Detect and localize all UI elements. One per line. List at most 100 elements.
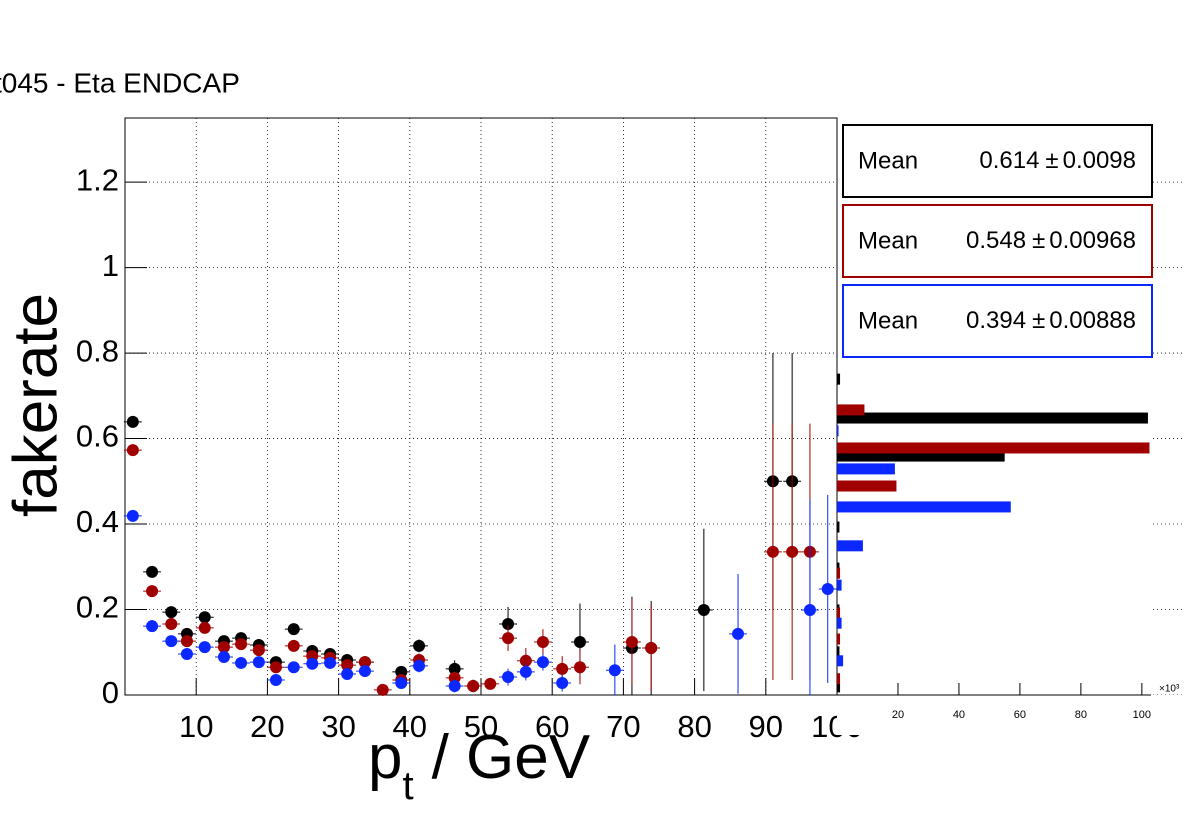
data-point <box>252 644 265 657</box>
data-point <box>235 638 248 651</box>
data-point <box>467 680 480 693</box>
data-point <box>484 677 497 690</box>
data-point <box>536 656 549 669</box>
data-point <box>645 641 658 654</box>
stat-box <box>842 124 1153 198</box>
stat-value: 0.394 ±0.00888 <box>966 307 1136 334</box>
data-point <box>198 621 211 634</box>
x-tick-label: 20 <box>250 709 284 744</box>
y-tick-label: 0.6 <box>76 419 119 454</box>
y-tick-label: 0.8 <box>76 333 119 368</box>
data-point <box>146 585 159 598</box>
x-tick-label: 60 <box>535 709 569 744</box>
data-point <box>287 639 300 652</box>
hist-bar <box>837 404 865 416</box>
data-point <box>269 674 282 687</box>
data-point <box>766 545 779 558</box>
data-point <box>341 659 354 672</box>
stat-error: 0.00888 <box>1049 307 1136 334</box>
data-point <box>358 665 371 678</box>
data-point <box>252 656 265 669</box>
hist-bar <box>837 521 840 533</box>
data-point <box>198 641 211 654</box>
stat-label: Mean <box>858 147 918 174</box>
data-point <box>502 618 515 631</box>
x-tick-label: 60 <box>1014 709 1026 721</box>
y-tick-label: 0.2 <box>76 590 119 625</box>
stat-pm: ± <box>1045 147 1058 174</box>
data-point <box>556 662 569 675</box>
data-point <box>126 509 139 522</box>
data-point <box>536 636 549 649</box>
data-point <box>803 603 816 616</box>
data-point <box>180 635 193 648</box>
data-point <box>395 677 408 690</box>
stat-box <box>842 204 1153 278</box>
stat-value: 0.548 ±0.00968 <box>966 227 1136 254</box>
hist-bar <box>837 617 842 629</box>
data-point <box>126 444 139 457</box>
x-label-rest: / GeV <box>432 723 591 792</box>
data-point <box>448 680 461 693</box>
hist-bar <box>837 412 1148 424</box>
data-point <box>198 611 211 624</box>
stat-label: Mean <box>858 307 918 334</box>
data-point <box>235 656 248 669</box>
data-point <box>556 677 569 690</box>
data-point <box>341 668 354 681</box>
hist-bar <box>837 450 1005 462</box>
data-point <box>697 603 710 616</box>
data-point <box>287 623 300 636</box>
data-point <box>732 627 745 640</box>
stat-pm: ± <box>1032 227 1045 254</box>
x-tick-label: 80 <box>677 709 711 744</box>
data-point <box>502 632 515 645</box>
data-point <box>358 656 371 669</box>
data-point <box>413 659 426 672</box>
data-point <box>413 639 426 652</box>
hist-bar <box>837 567 841 579</box>
data-point <box>217 650 230 663</box>
x-tick-label: 40 <box>953 709 965 721</box>
data-point <box>625 636 638 649</box>
hist-bar <box>837 655 844 667</box>
data-point <box>448 662 461 675</box>
stat-box <box>842 284 1153 358</box>
data-point <box>786 545 799 558</box>
data-point <box>519 654 532 667</box>
hist-bar <box>837 633 841 645</box>
y-axis-label: fakerate <box>1 293 70 517</box>
data-point <box>519 665 532 678</box>
data-point <box>165 618 178 631</box>
stat-pm: ± <box>1032 307 1045 334</box>
data-point <box>180 647 193 660</box>
hist-bar <box>837 540 863 552</box>
data-point <box>287 661 300 674</box>
data-point <box>573 661 586 674</box>
x-tick-label: 30 <box>321 709 355 744</box>
chart-title: t045 - Eta ENDCAP <box>0 67 240 98</box>
data-point <box>217 641 230 654</box>
stat-error: 0.0098 <box>1063 147 1136 174</box>
hist-bar <box>837 579 842 591</box>
data-point <box>573 636 586 649</box>
data-point <box>165 635 178 648</box>
data-point <box>821 583 834 596</box>
x-label-sub: t <box>402 764 413 808</box>
stat-error: 0.00968 <box>1049 227 1136 254</box>
y-tick-label: 0.4 <box>76 504 119 539</box>
x-tick-label: 100 <box>1133 709 1151 721</box>
x-tick-label: 80 <box>1075 709 1087 721</box>
hist-bar <box>837 501 1011 513</box>
data-point <box>608 664 621 677</box>
hist-bar <box>837 646 840 658</box>
data-point <box>269 661 282 674</box>
data-point <box>376 683 389 696</box>
data-point <box>306 657 319 670</box>
x-label-main: p <box>368 723 402 792</box>
stat-label: Mean <box>858 227 918 254</box>
hist-bar <box>837 607 841 619</box>
hist-bar <box>837 673 841 685</box>
x-tick-label: 50 <box>464 709 498 744</box>
